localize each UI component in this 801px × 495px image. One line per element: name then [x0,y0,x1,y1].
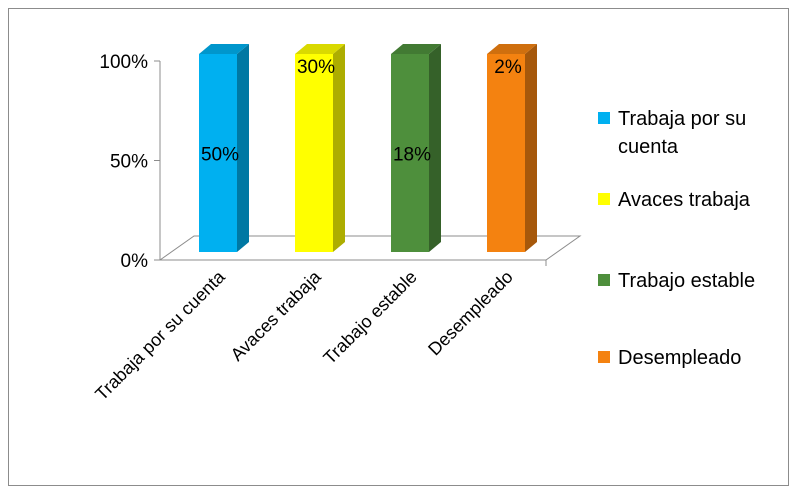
data-label: 30% [297,57,335,78]
x-tick-label: Trabajo estable [319,267,420,368]
data-label: 2% [494,57,522,78]
legend-item: Desempleado [598,347,741,369]
bar-front [199,54,237,252]
bar-top [487,44,537,54]
chart-legend: Trabaja por su cuenta Avaces trabaja Trabaj… [598,108,755,369]
legend-label: Desempleado [618,347,741,369]
bar-side [237,44,249,252]
bar [295,44,345,252]
legend-item: Trabajo estable [598,270,755,292]
bar-top [199,44,249,54]
y-tick-label: 0% [121,251,149,272]
chart-floor [159,235,582,261]
bar [199,44,249,252]
legend-label-line: cuenta [618,136,679,158]
legend-label: Trabajo estable [618,270,755,292]
bar-top [391,44,441,54]
legend-swatch [598,112,610,124]
bar-side [429,44,441,252]
legend-item: Trabaja por su cuenta [598,108,746,158]
legend-label: Avaces trabaja [618,189,751,211]
bar-top [295,44,345,54]
bar-front [295,54,333,252]
bar [391,44,441,252]
bar-front [487,54,525,252]
legend-swatch [598,193,610,205]
x-tick-label: Avaces trabaja [227,266,326,365]
y-axis-ticks: 0% 50% 100% [99,52,160,272]
bar-side [333,44,345,252]
legend-swatch [598,351,610,363]
legend-item: Avaces trabaja [598,189,751,211]
data-label: 18% [393,145,431,166]
chart-bars [199,44,537,252]
y-tick-label: 50% [110,152,148,173]
bar-side [525,44,537,252]
data-label: 50% [201,145,239,166]
legend-label-line: Trabaja por su [618,108,746,130]
y-tick-label: 100% [99,52,148,73]
bar-front [391,54,429,252]
bar [487,44,537,252]
x-tick-label: Desempleado [424,267,517,360]
legend-label: Trabaja por su cuenta [618,108,746,158]
x-tick-label: Trabaja por su cuenta [91,266,229,404]
chart-data-labels: 50% 30% 18% 2% [201,57,522,166]
legend-swatch [598,274,610,286]
